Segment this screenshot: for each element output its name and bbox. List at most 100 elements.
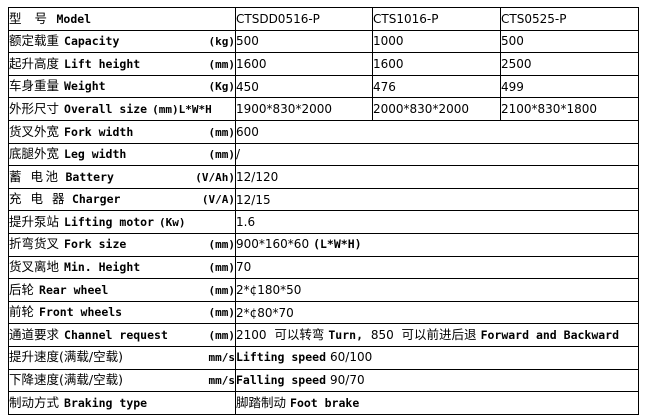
row-label-cell: 后轮 Rear wheel (mm) [8, 278, 236, 302]
value-text-part: 90/70 [330, 373, 365, 388]
value-text-part: 60/100 [330, 350, 373, 365]
value-text-part: 2100 [236, 327, 271, 342]
value-text-part: Falling speed [236, 373, 327, 388]
row-label-cell: 提升泵站 Lifting motor (Kw) [8, 210, 236, 234]
row-unit: (mm) [208, 306, 235, 320]
table-row: 充 电 器 Charger (V/A) 12/15 [8, 187, 639, 212]
row-label-cell: 提升速度(满载/空载) mm/s [8, 345, 236, 370]
specification-table-body: 型 号 Model CTSDD0516-P CTS1016-P CTS0525-P 额定载… [8, 7, 639, 415]
value-text: 12/120 [236, 169, 279, 184]
value-cell: 476 [372, 74, 501, 99]
value-text-part: 脚踏制动 [236, 394, 287, 410]
value-cell-merged: 2*¢80*70 [235, 300, 639, 325]
row-label-cell: 货叉外宽 Fork width (mm) [8, 119, 236, 144]
value-cell: CTS1016-P [372, 7, 501, 31]
row-label-cell: 外形尺寸 Overall size (mm)L*W*H [8, 97, 236, 121]
value-cell-merged: 2*¢180*50 [235, 278, 639, 302]
row-label-chinese: 货叉离地 [9, 259, 60, 275]
value-cell: 450 [235, 74, 373, 99]
value-cell: 2100*830*1800 [500, 97, 639, 121]
specification-table-container: 型 号 Model CTSDD0516-P CTS1016-P CTS0525-P 额定载… [8, 7, 639, 415]
row-label-chinese: 提升速度(满载/空载) [9, 349, 123, 365]
table-row: 提升速度(满载/空载) mm/s Lifting speed 60/100 [8, 345, 639, 370]
value-text: / [236, 147, 241, 162]
specification-table: 型 号 Model CTSDD0516-P CTS1016-P CTS0525-P 额定载… [8, 7, 639, 415]
row-label-chinese: 车身重量 [9, 78, 60, 94]
value-cell-merged: 脚踏制动 Foot brake [235, 391, 639, 415]
value-text-part: Turn, [328, 327, 363, 342]
row-label-english: Front wheels [39, 305, 123, 320]
value-text: 12/15 [236, 192, 271, 207]
value-cell-merged: 70 [235, 255, 639, 280]
row-unit: (mm) [208, 57, 235, 71]
value-cell: 1900*830*2000 [235, 97, 373, 121]
value-cell-merged: Falling speed 90/70 [235, 368, 639, 393]
row-unit: (mm) [208, 328, 235, 342]
value-cell: 499 [500, 74, 639, 99]
row-label-english: Battery [65, 169, 114, 184]
table-row: 额定载重 Capacity (kg) 500 1000 500 [8, 29, 639, 54]
table-row: 蓄 电池 Battery (V/Ah) 12/120 [8, 165, 639, 189]
row-label-english: Model [56, 11, 92, 26]
row-unit: (V/A) [201, 193, 235, 207]
row-label-cell: 车身重量 Weight (Kg) [8, 74, 236, 99]
row-label-english: Overall size [64, 101, 148, 116]
table-row: 底腿外宽 Leg width (mm) / [8, 142, 639, 167]
table-row: 外形尺寸 Overall size (mm)L*W*H 1900*830*2000 20… [8, 97, 639, 121]
value-cell-merged: Lifting speed 60/100 [235, 345, 639, 370]
table-row: 通道要求 Channel request (mm) 2100 可以转弯 Turn, 85… [8, 323, 639, 347]
value-text-part: Lifting speed [236, 350, 327, 365]
row-label-english: Fork size [64, 237, 127, 252]
value-text: 70 [236, 260, 252, 275]
row-unit: (Kw) [159, 215, 186, 229]
row-label-cell: 蓄 电池 Battery (V/Ah) [8, 165, 236, 189]
row-label-chinese: 货叉外宽 [9, 123, 60, 139]
value-text-part: 可以转弯 [274, 326, 325, 342]
value-cell-merged: / [235, 142, 639, 167]
table-row: 前轮 Front wheels (mm) 2*¢80*70 [8, 300, 639, 325]
row-unit: (V/Ah) [195, 170, 235, 184]
row-label-chinese: 折弯货叉 [9, 236, 60, 252]
value-cell: CTS0525-P [500, 7, 639, 31]
value-cell: 2500 [500, 52, 639, 76]
row-label-chinese: 底腿外宽 [9, 146, 60, 162]
value-text: 900*160*60 [236, 237, 310, 252]
row-label-chinese: 提升泵站 [9, 213, 60, 229]
row-label-chinese: 额定载重 [9, 33, 60, 49]
row-label-cell: 下降速度(满载/空载) mm/s [8, 368, 236, 393]
value-cell-merged: 900*160*60 (L*W*H) [235, 232, 639, 257]
table-row: 型 号 Model CTSDD0516-P CTS1016-P CTS0525-P [8, 7, 639, 31]
value-cell-merged: 2100 可以转弯 Turn, 850 可以前进后退 Forward and Bac… [235, 323, 639, 347]
row-label-english: Capacity [64, 34, 120, 49]
table-row: 后轮 Rear wheel (mm) 2*¢180*50 [8, 278, 639, 302]
row-label-english: Lifting motor [64, 214, 155, 229]
row-unit: (mm)L*W*H [152, 102, 212, 116]
value-cell-merged: 12/15 [235, 187, 639, 212]
value-text: 2*¢80*70 [236, 305, 294, 320]
row-label-chinese: 起升高度 [9, 55, 60, 71]
row-label-cell: 起升高度 Lift height (mm) [8, 52, 236, 76]
value-text: 600 [236, 124, 259, 139]
table-row: 提升泵站 Lifting motor (Kw) 1.6 [8, 210, 639, 234]
row-label-cell: 充 电 器 Charger (V/A) [8, 187, 236, 212]
row-label-chinese: 下降速度(满载/空载) [9, 372, 123, 388]
row-label-chinese: 制动方式 [9, 394, 60, 410]
row-label-english: Charger [71, 192, 121, 207]
value-text-suffix: (L*W*H) [313, 237, 362, 252]
row-label-english: Channel request [64, 327, 168, 342]
row-label-chinese: 型 号 [9, 10, 52, 26]
value-text-part: 可以前进后退 [401, 326, 477, 342]
value-cell: 1600 [235, 52, 373, 76]
row-unit: mm/s [208, 374, 235, 388]
value-cell: 1600 [372, 52, 501, 76]
row-label-cell: 通道要求 Channel request (mm) [8, 323, 236, 347]
table-row: 制动方式 Braking type 脚踏制动 Foot brake [8, 391, 639, 415]
value-cell: 1000 [372, 29, 501, 54]
table-row: 折弯货叉 Fork size (mm) 900*160*60 (L*W*H) [8, 232, 639, 257]
row-label-english: Braking type [64, 395, 148, 410]
row-label-cell: 底腿外宽 Leg width (mm) [8, 142, 236, 167]
row-label-cell: 额定载重 Capacity (kg) [8, 29, 236, 54]
row-label-english: Leg width [64, 147, 127, 162]
table-row: 起升高度 Lift height (mm) 1600 1600 2500 [8, 52, 639, 76]
table-row: 货叉外宽 Fork width (mm) 600 [8, 119, 639, 144]
